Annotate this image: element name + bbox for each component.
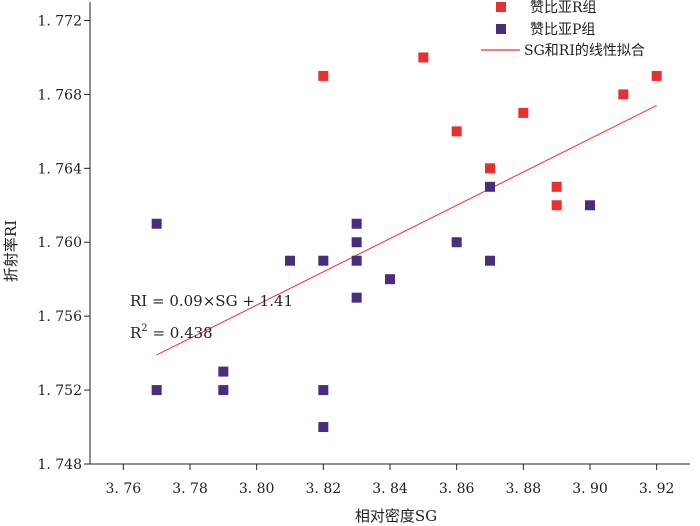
data-point-r-group (551, 181, 562, 192)
data-point-r-group (651, 70, 662, 81)
data-point-p-group (385, 274, 395, 285)
legend-marker-p-group (496, 24, 506, 34)
data-point-p-group (351, 237, 362, 248)
y-tick-label: 1. 752 (37, 383, 82, 399)
data-point-r-group (451, 126, 462, 137)
legend-marker-r-group (496, 2, 506, 12)
fit-line-group (156, 105, 657, 356)
r-squared-annotation: R2 = 0.438 (130, 323, 213, 342)
y-tick-label: 1. 760 (37, 235, 82, 251)
x-axis-ticks: 3. 76 3. 78 3. 80 3. 82 3. 84 3. 86 3. 88 3. 90… (106, 464, 675, 497)
r-squared-value: = 0.438 (148, 324, 213, 342)
y-tick-label: 1. 764 (37, 161, 82, 177)
data-point-p-group (151, 218, 162, 229)
legend-label-r-group: 赞比亚R组 (530, 0, 597, 16)
axes (89, 2, 690, 465)
legend: 赞比亚R组 赞比亚P组 SG和RI的线性拟合 (481, 0, 645, 59)
r-squared-exponent: 2 (141, 323, 147, 334)
data-point-p-group (285, 255, 295, 266)
x-tick-label: 3. 82 (306, 481, 342, 497)
data-point-p-group (318, 385, 329, 396)
x-tick-label: 3. 76 (106, 481, 142, 497)
data-point-p-group (151, 385, 162, 396)
fit-line (156, 105, 657, 356)
r-squared-symbol: R (130, 324, 142, 342)
legend-label-fit-line: SG和RI的线性拟合 (524, 43, 645, 59)
x-tick-label: 3. 78 (172, 481, 208, 497)
data-point-p-group (318, 422, 329, 433)
data-point-p-group (451, 237, 462, 248)
x-tick-label: 3. 84 (372, 481, 408, 497)
data-point-r-group (618, 89, 629, 100)
y-tick-label: 1. 768 (37, 87, 82, 103)
data-point-r-group (485, 163, 495, 174)
x-tick-label: 3. 90 (572, 481, 608, 497)
data-point-p-group (218, 366, 229, 377)
x-tick-label: 3. 80 (239, 481, 275, 497)
fit-equation-annotation: RI = 0.09×SG + 1.41 (130, 292, 293, 310)
x-tick-label: 3. 86 (439, 481, 475, 497)
data-point-r-group (518, 107, 529, 118)
data-point-p-group (351, 292, 362, 303)
data-point-p-group (485, 255, 495, 266)
data-point-r-group (418, 52, 429, 63)
data-point-p-group (218, 385, 229, 396)
data-point-p-group (485, 181, 495, 192)
x-tick-label: 3. 92 (639, 481, 675, 497)
data-points (151, 52, 662, 433)
y-tick-label: 1. 748 (37, 457, 82, 473)
x-axis-title: 相对密度SG (355, 507, 437, 525)
data-point-p-group (351, 255, 362, 266)
data-point-p-group (585, 200, 595, 211)
y-axis-title: 折射率RI (2, 220, 20, 282)
y-tick-label: 1. 772 (37, 13, 82, 29)
data-point-r-group (318, 70, 329, 81)
y-tick-label: 1. 756 (37, 309, 82, 325)
data-point-p-group (351, 218, 362, 229)
data-point-p-group (318, 255, 329, 266)
data-point-r-group (551, 200, 562, 211)
x-tick-label: 3. 88 (506, 481, 542, 497)
legend-label-p-group: 赞比亚P组 (530, 22, 595, 38)
y-axis-ticks: 1. 748 1. 752 1. 756 1. 760 1. 764 1. 768 1. 7… (37, 13, 90, 473)
